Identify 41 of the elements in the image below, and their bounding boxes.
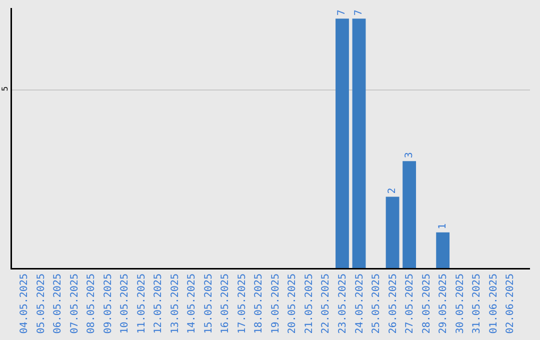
bar bbox=[436, 232, 450, 268]
x-tick-label: 26.05.2025 bbox=[388, 274, 399, 334]
x-tick-label: 11.05.2025 bbox=[136, 274, 148, 334]
x-tick-label: 27.05.2025 bbox=[404, 274, 416, 334]
data-label: 1 bbox=[437, 223, 448, 230]
x-tick-label: 06.05.2025 bbox=[52, 274, 64, 334]
data-label: 2 bbox=[387, 188, 398, 194]
data-label: 3 bbox=[404, 152, 415, 158]
bar bbox=[352, 18, 366, 268]
x-tick-label: 19.05.2025 bbox=[270, 274, 282, 334]
x-tick-label: 08.05.2025 bbox=[86, 274, 98, 334]
x-tick-label: 20.05.2025 bbox=[287, 274, 298, 334]
x-tick-label: 01.06.2025 bbox=[488, 274, 500, 334]
x-tick-label: 12.05.2025 bbox=[153, 274, 164, 334]
x-tick-label: 21.05.2025 bbox=[304, 274, 315, 334]
y-tick-label: 5 bbox=[0, 86, 10, 92]
data-label: 7 bbox=[354, 10, 365, 16]
x-tick-label: 07.05.2025 bbox=[69, 274, 80, 334]
bar bbox=[402, 161, 416, 268]
x-tick-label: 23.05.2025 bbox=[338, 274, 348, 334]
x-tick-label: 05.05.2025 bbox=[36, 274, 47, 334]
data-label: 7 bbox=[336, 10, 348, 16]
x-tick-label: 29.05.2025 bbox=[438, 274, 450, 334]
x-tick-label: 09.05.2025 bbox=[102, 274, 114, 334]
x-tick-label: 10.05.2025 bbox=[120, 274, 131, 334]
x-tick-label: 28.05.2025 bbox=[421, 274, 432, 334]
x-tick-label: 13.05.2025 bbox=[170, 274, 181, 334]
x-tick-label: 16.05.2025 bbox=[220, 274, 232, 334]
bar bbox=[386, 196, 400, 268]
x-tick-label: 14.05.2025 bbox=[186, 274, 198, 334]
x-tick-label: 17.05.2025 bbox=[236, 274, 248, 334]
x-tick-label: 22.05.2025 bbox=[320, 274, 332, 334]
x-tick-label: 15.05.2025 bbox=[203, 274, 214, 334]
x-tick-label: 31.05.2025 bbox=[472, 274, 483, 334]
x-tick-label: 30.05.2025 bbox=[454, 274, 466, 334]
x-tick-label: 04.05.2025 bbox=[18, 274, 30, 334]
x-tick-label: 02.06.2025 bbox=[505, 274, 516, 334]
x-tick-label: 18.05.2025 bbox=[254, 274, 265, 334]
x-tick-label: 24.05.2025 bbox=[354, 274, 366, 334]
bar bbox=[336, 18, 349, 268]
x-tick-label: 25.05.2025 bbox=[371, 274, 382, 334]
